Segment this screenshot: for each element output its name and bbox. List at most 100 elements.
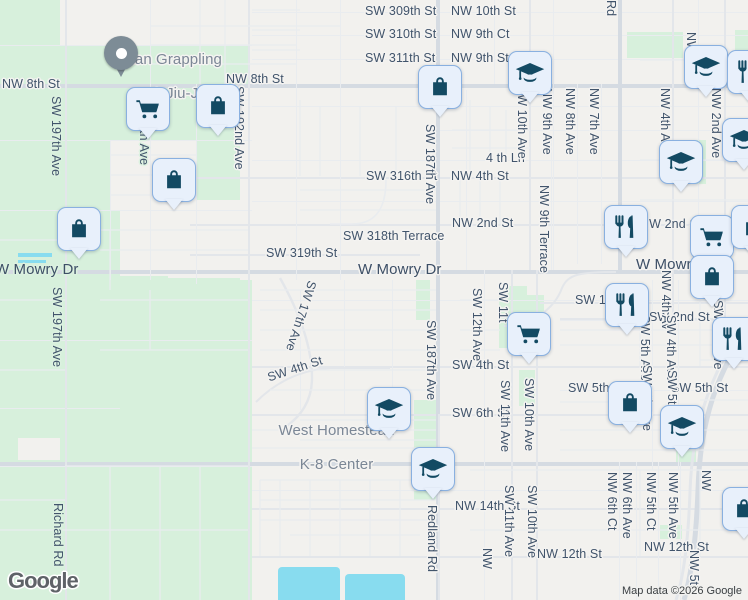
street-label: NW 8th Ave [563, 88, 577, 155]
road-h-14 [0, 408, 120, 410]
map-marker-shopping[interactable] [608, 381, 652, 425]
poi-line-2: K-8 Center [299, 456, 374, 473]
green-park-sw11b [519, 370, 535, 406]
road-h-13 [0, 340, 252, 342]
restaurant-icon [722, 326, 746, 352]
street-label: NW 5th Ave [666, 472, 680, 539]
shopping-bag-icon [618, 391, 642, 415]
road-v-sw4 [678, 280, 680, 470]
map-marker-shopping[interactable] [57, 207, 101, 251]
road-h-5 [252, 160, 748, 162]
street-label: Richard Rd [51, 503, 65, 567]
google-logo[interactable]: Google [8, 568, 79, 593]
road-h-sw319 [190, 254, 420, 256]
map-marker-school[interactable] [684, 45, 728, 89]
map-marker-shopping[interactable] [196, 84, 240, 128]
canal-left2 [18, 260, 46, 263]
shopping-cart-icon [700, 228, 723, 247]
road-h-3 [252, 106, 748, 108]
shopping-bag-icon [72, 219, 86, 238]
map-marker-restaurant[interactable] [727, 50, 748, 94]
road-v-nw6a [636, 462, 638, 600]
map-marker-restaurant[interactable] [604, 205, 648, 249]
restaurant-icon [615, 215, 634, 238]
road-v-8 [344, 280, 346, 414]
map-marker-grocery[interactable] [690, 215, 734, 259]
street-label: NW 12th St [537, 547, 602, 561]
road-h-sw316 [190, 177, 748, 179]
street-label: NW 6th Ave [620, 472, 634, 539]
street-label: SW 10th Ave [525, 485, 539, 559]
street-label: NW [480, 548, 494, 570]
shopping-cart-icon [517, 325, 540, 344]
restaurant-icon [614, 214, 638, 240]
street-label: SW 309th St [365, 4, 437, 18]
street-label: NW 7th Ave [587, 88, 601, 155]
road-v-krome [618, 0, 622, 270]
map-marker-grocery[interactable] [126, 87, 170, 131]
map-attribution: Map data ©2026 Google [621, 585, 742, 597]
green-park-nw12 [660, 525, 682, 539]
shopping-cart-icon [136, 100, 159, 119]
road-v-nw3 [698, 0, 700, 270]
road-v-sw187 [436, 0, 440, 600]
street-label: NW 9th Terrace [537, 185, 551, 274]
map-marker-grocery[interactable] [507, 312, 551, 356]
school-icon [374, 398, 404, 420]
road-h-nw8th [0, 84, 748, 88]
road-h-8 [560, 320, 748, 322]
street-label: NW 9th Ct [451, 27, 510, 41]
school-icon [667, 417, 697, 436]
map-marker-restaurant[interactable] [605, 283, 649, 327]
street-label: SW 4th St [452, 358, 510, 372]
shopping-bag-icon [67, 217, 91, 241]
street-label: NW 9th St [451, 51, 509, 65]
street-label: SW 187th Ave [423, 124, 437, 205]
road-h-nw2nd [190, 224, 748, 226]
map-marker-shopping[interactable] [152, 158, 196, 202]
shopping-bag-icon [737, 499, 748, 518]
school-icon [691, 57, 721, 76]
map-marker-shopping[interactable] [418, 65, 462, 109]
map-marker-school[interactable] [508, 51, 552, 95]
road-v-nw5av [680, 462, 682, 600]
street-label: NW 12th St [644, 540, 709, 554]
map-marker-school[interactable] [722, 118, 748, 162]
street-label: SW 187th Ave [424, 320, 438, 401]
shopping-bag-icon [162, 168, 186, 192]
shopping-bag-icon [167, 170, 181, 189]
road-v-4 [340, 0, 342, 280]
shopping-bag-icon [623, 393, 637, 412]
street-label: NW 5th Ct [644, 472, 658, 531]
road-v-nw8 [577, 84, 579, 264]
road-h-4 [440, 130, 748, 132]
street-label: SW 319th St [266, 246, 338, 260]
poi-pin-guardian-grappling[interactable] [104, 36, 138, 78]
map-marker-shopping[interactable] [690, 255, 734, 299]
street-label: SW 318th Terrace [343, 229, 445, 243]
map-marker-school[interactable] [367, 387, 411, 431]
restaurant-icon [738, 60, 747, 83]
street-label: SW 311th St [365, 51, 436, 65]
lake-right [345, 574, 405, 600]
map-marker-shopping[interactable] [731, 205, 748, 249]
school-icon [729, 129, 748, 151]
map-marker-school[interactable] [660, 405, 704, 449]
road-h-1 [252, 35, 748, 37]
map-marker-school[interactable] [411, 447, 455, 491]
map-marker-shopping[interactable] [722, 487, 748, 531]
lake-left [278, 567, 340, 600]
road-v-nw9 [553, 0, 555, 270]
poi-label-west-homestead-k8: West Homestead K-8 Center [248, 405, 408, 490]
map-marker-school[interactable] [659, 140, 703, 184]
road-sw4th-curve [255, 367, 390, 403]
road-h-nw14 [252, 508, 748, 510]
road-v-6 [110, 140, 112, 280]
street-label: NW 10th St [451, 4, 516, 18]
road-h-sw6th [252, 414, 748, 416]
street-label: NW 8th St [226, 72, 284, 86]
map-marker-restaurant[interactable] [712, 317, 748, 361]
street-label: NW 14th St [455, 499, 520, 513]
